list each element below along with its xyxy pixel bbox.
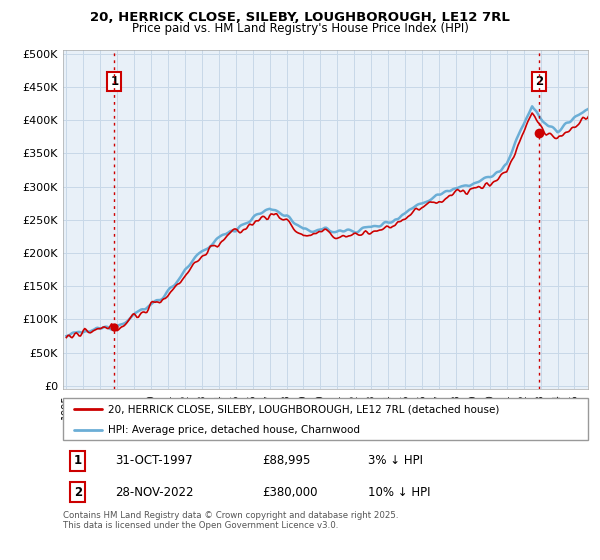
Text: £380,000: £380,000	[263, 486, 318, 498]
Text: 20, HERRICK CLOSE, SILEBY, LOUGHBOROUGH, LE12 7RL: 20, HERRICK CLOSE, SILEBY, LOUGHBOROUGH,…	[90, 11, 510, 24]
Text: 1: 1	[74, 454, 82, 468]
Text: Price paid vs. HM Land Registry's House Price Index (HPI): Price paid vs. HM Land Registry's House …	[131, 22, 469, 35]
Text: 31-OCT-1997: 31-OCT-1997	[115, 454, 193, 468]
Text: 2: 2	[535, 75, 543, 88]
Text: 10% ↓ HPI: 10% ↓ HPI	[367, 486, 430, 498]
Text: 2: 2	[74, 486, 82, 498]
Text: 20, HERRICK CLOSE, SILEBY, LOUGHBOROUGH, LE12 7RL (detached house): 20, HERRICK CLOSE, SILEBY, LOUGHBOROUGH,…	[107, 404, 499, 414]
Text: 3% ↓ HPI: 3% ↓ HPI	[367, 454, 422, 468]
Text: £88,995: £88,995	[263, 454, 311, 468]
Text: 28-NOV-2022: 28-NOV-2022	[115, 486, 194, 498]
Text: HPI: Average price, detached house, Charnwood: HPI: Average price, detached house, Char…	[107, 426, 359, 435]
Text: Contains HM Land Registry data © Crown copyright and database right 2025.
This d: Contains HM Land Registry data © Crown c…	[63, 511, 398, 530]
Text: 1: 1	[110, 75, 118, 88]
